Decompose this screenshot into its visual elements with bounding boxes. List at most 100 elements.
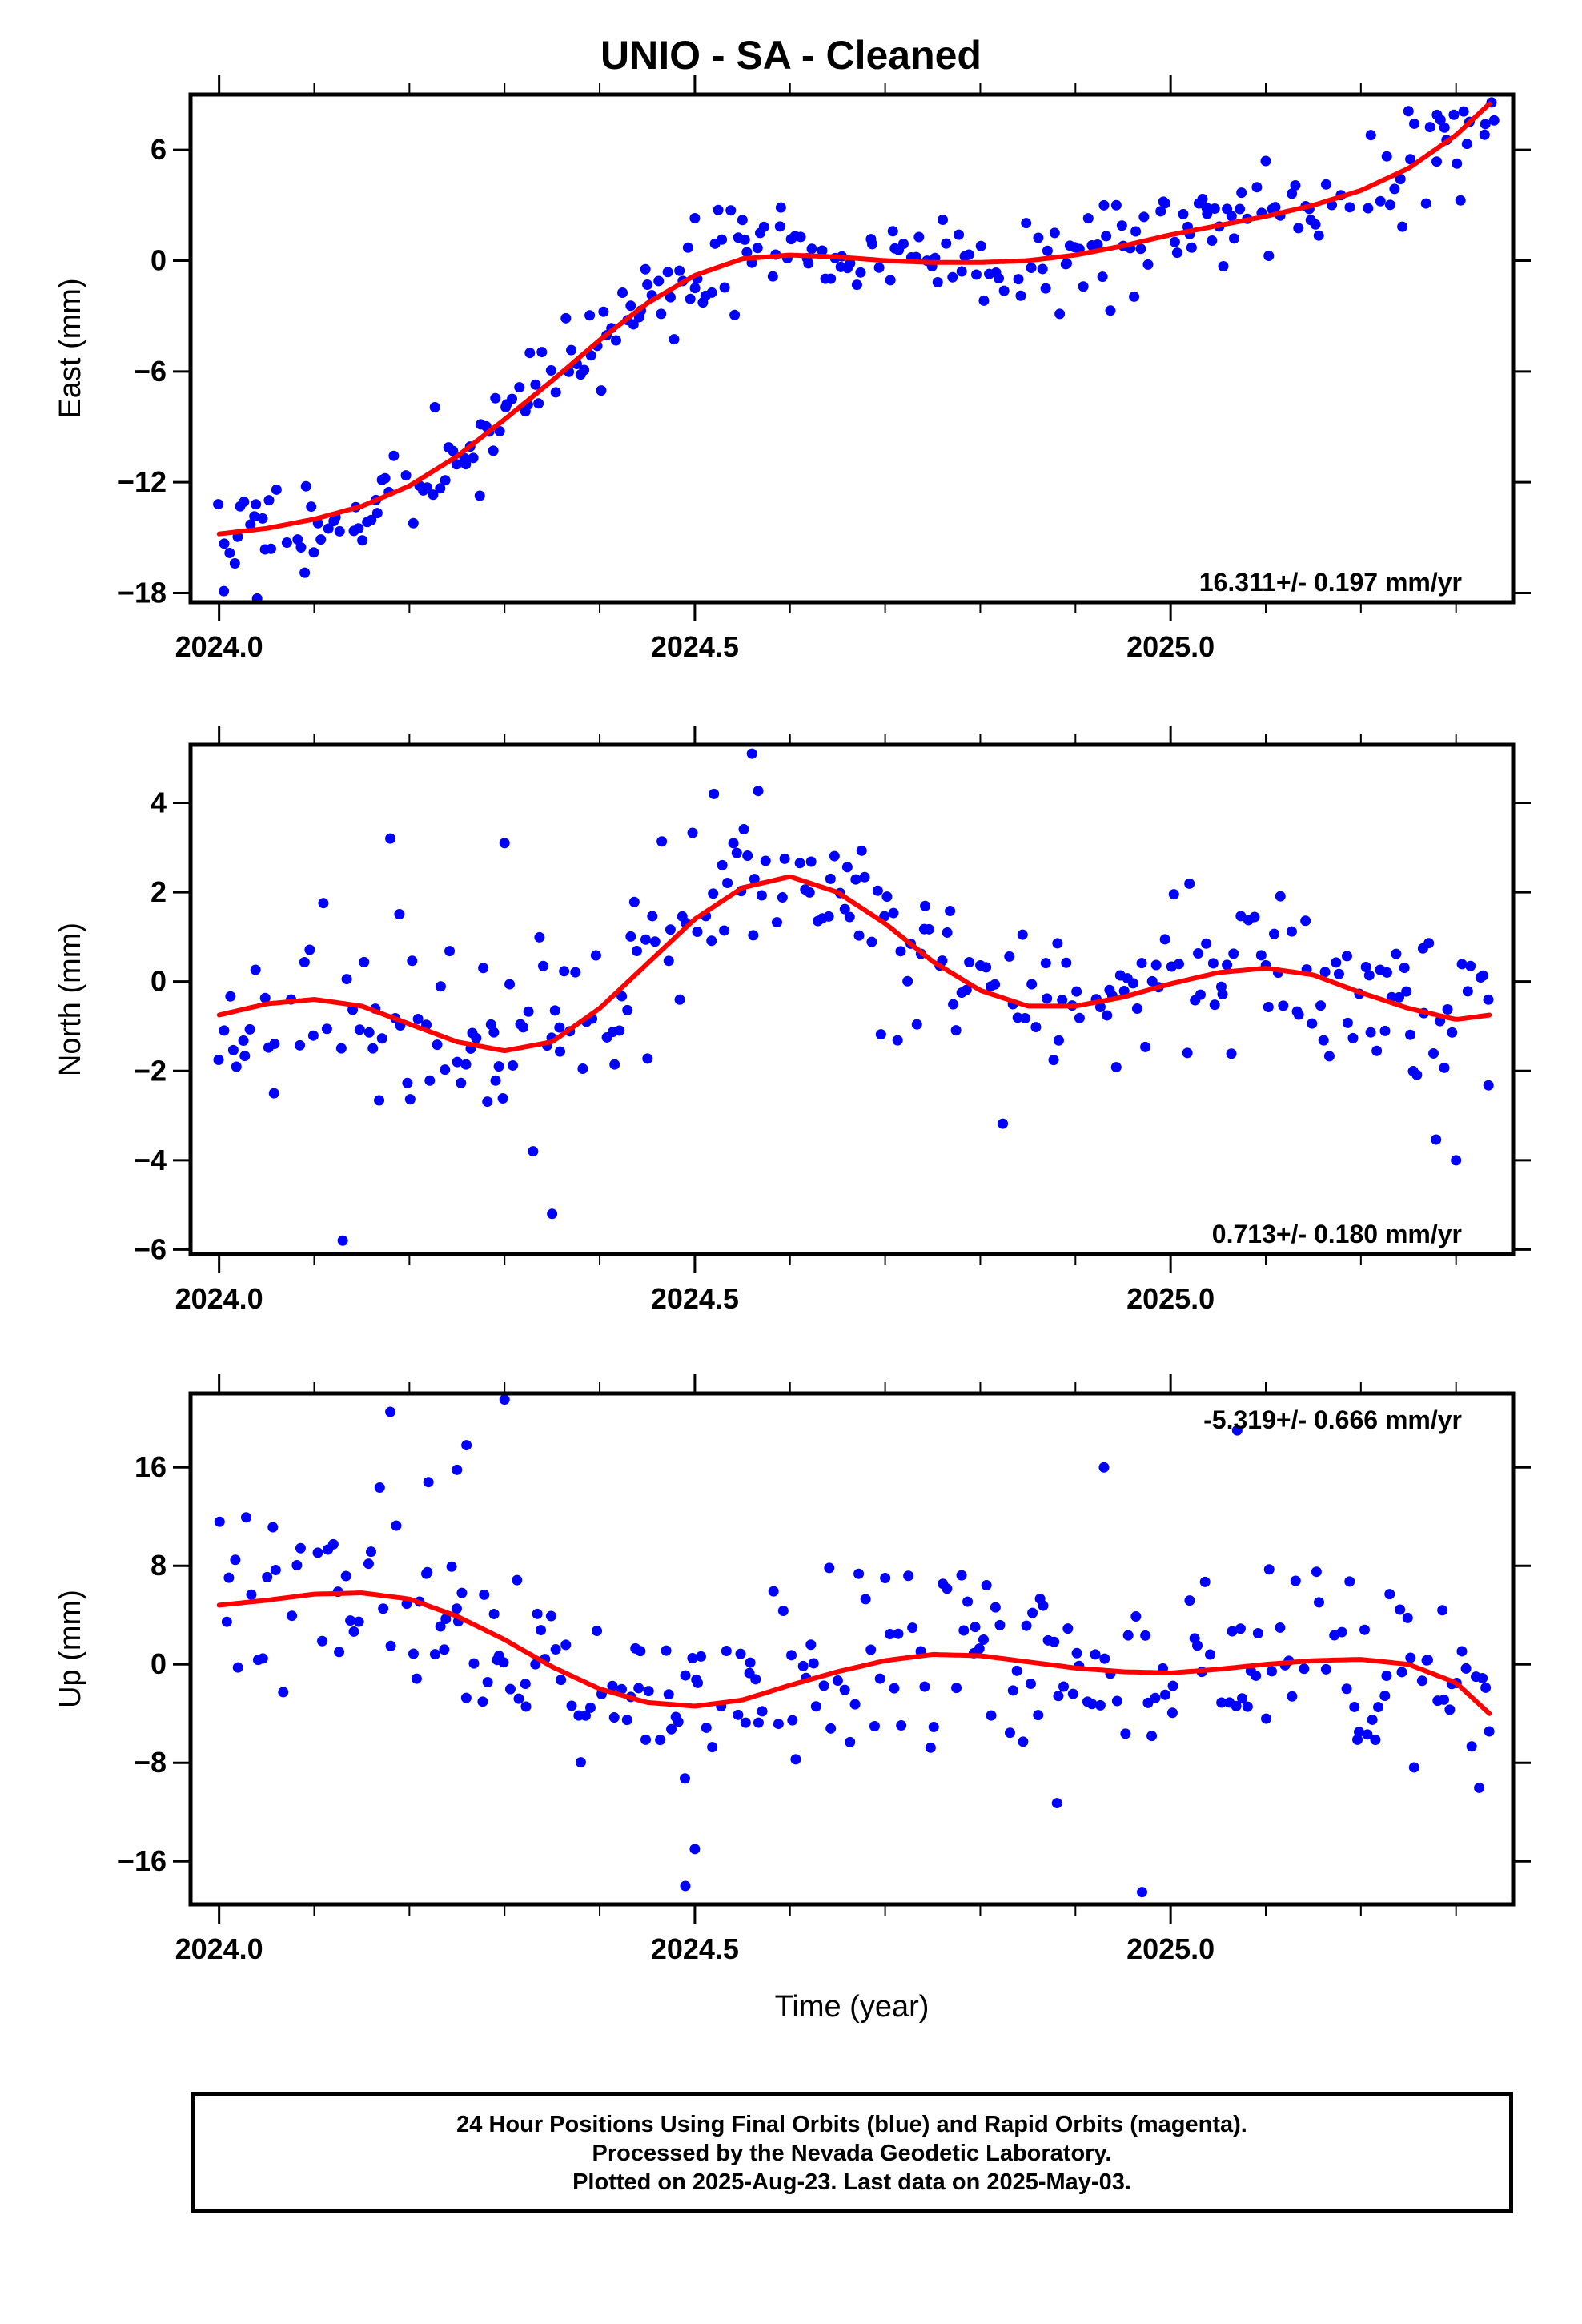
x-tick-label: 2025.0: [1126, 630, 1215, 663]
data-point: [1379, 1025, 1391, 1036]
data-point: [1480, 119, 1491, 130]
data-point: [365, 1546, 376, 1558]
data-point: [391, 1520, 402, 1531]
data-point: [295, 1542, 306, 1554]
data-point: [1307, 1018, 1318, 1029]
data-point: [859, 871, 870, 883]
data-point: [1078, 281, 1089, 292]
data-point: [1205, 1649, 1216, 1660]
data-point: [1209, 999, 1220, 1011]
data-point: [1131, 1003, 1142, 1014]
data-point: [608, 1712, 620, 1723]
data-point: [706, 287, 717, 298]
data-point: [1127, 978, 1138, 989]
data-point: [429, 1649, 440, 1660]
data-point: [214, 1516, 225, 1527]
data-point: [1021, 218, 1032, 229]
data-point: [504, 979, 516, 990]
data-point: [1442, 1003, 1453, 1015]
data-point: [932, 277, 943, 288]
data-point: [1424, 122, 1435, 133]
data-point: [808, 1658, 819, 1669]
data-point: [662, 267, 673, 278]
data-point: [855, 267, 866, 278]
data-point: [1192, 1640, 1203, 1651]
data-point: [865, 1644, 877, 1655]
data-point: [1098, 1462, 1110, 1473]
data-point: [1027, 1607, 1038, 1618]
data-point: [559, 966, 570, 977]
data-point: [592, 1626, 603, 1637]
data-point: [429, 401, 440, 412]
data-point: [1336, 1626, 1347, 1638]
data-point: [1037, 263, 1048, 275]
data-point: [345, 1615, 356, 1626]
data-point: [682, 242, 693, 253]
data-point: [1320, 179, 1331, 190]
data-point: [767, 271, 778, 282]
data-point: [913, 231, 925, 243]
data-point: [1140, 1630, 1151, 1641]
data-point: [832, 1675, 843, 1686]
data-point: [853, 930, 865, 941]
data-point: [1401, 986, 1412, 997]
data-point: [964, 956, 975, 967]
data-point: [1026, 979, 1038, 990]
x-tick-label: 2024.5: [651, 1282, 739, 1315]
data-point: [554, 1022, 565, 1033]
data-point: [786, 1650, 797, 1661]
data-point: [257, 1653, 268, 1664]
data-point: [318, 898, 329, 909]
data-point: [1098, 199, 1110, 211]
data-point: [1480, 1682, 1492, 1693]
data-point: [1122, 1630, 1134, 1641]
data-point: [923, 923, 934, 935]
data-point: [1341, 1683, 1352, 1695]
data-point: [1255, 950, 1267, 961]
data-point: [359, 956, 370, 967]
data-point: [1310, 219, 1321, 230]
data-point: [687, 1653, 698, 1664]
data-point: [998, 285, 1010, 296]
data-point: [1231, 1425, 1243, 1436]
data-point: [696, 1651, 707, 1662]
data-point: [1483, 1080, 1494, 1091]
data-point: [956, 266, 967, 277]
data-point: [1484, 1726, 1495, 1737]
data-point: [499, 1394, 510, 1405]
data-point: [1251, 1670, 1262, 1681]
data-point: [1299, 1663, 1310, 1675]
data-point: [580, 1710, 591, 1721]
data-point: [795, 231, 806, 243]
data-point: [1004, 951, 1015, 962]
data-point: [1263, 250, 1275, 261]
data-point: [1136, 1887, 1147, 1898]
data-point: [701, 1722, 712, 1733]
data-point: [1130, 1611, 1142, 1622]
data-point: [507, 1059, 518, 1071]
data-point: [1452, 158, 1463, 169]
data-point: [642, 1053, 653, 1064]
data-point: [998, 1118, 1009, 1129]
data-point: [1448, 109, 1460, 120]
data-point: [485, 1019, 496, 1030]
data-point: [1403, 106, 1414, 117]
y-tick-label: −6: [134, 1232, 167, 1265]
data-point: [787, 1715, 798, 1726]
data-point: [680, 1880, 691, 1892]
data-point: [768, 1586, 779, 1597]
data-point: [1226, 1048, 1237, 1059]
data-point: [841, 862, 853, 873]
data-point: [758, 221, 769, 232]
data-point: [1136, 958, 1147, 969]
data-point: [656, 836, 668, 847]
data-point: [1263, 1564, 1275, 1575]
footer-box: 24 Hour Positions Using Final Orbits (bl…: [191, 2092, 1513, 2213]
data-point: [461, 1440, 472, 1451]
data-point: [536, 1625, 547, 1636]
data-point: [1057, 995, 1068, 1006]
data-point: [1381, 151, 1392, 162]
data-point: [1021, 1620, 1032, 1631]
data-point: [649, 936, 661, 947]
data-point: [706, 935, 717, 947]
